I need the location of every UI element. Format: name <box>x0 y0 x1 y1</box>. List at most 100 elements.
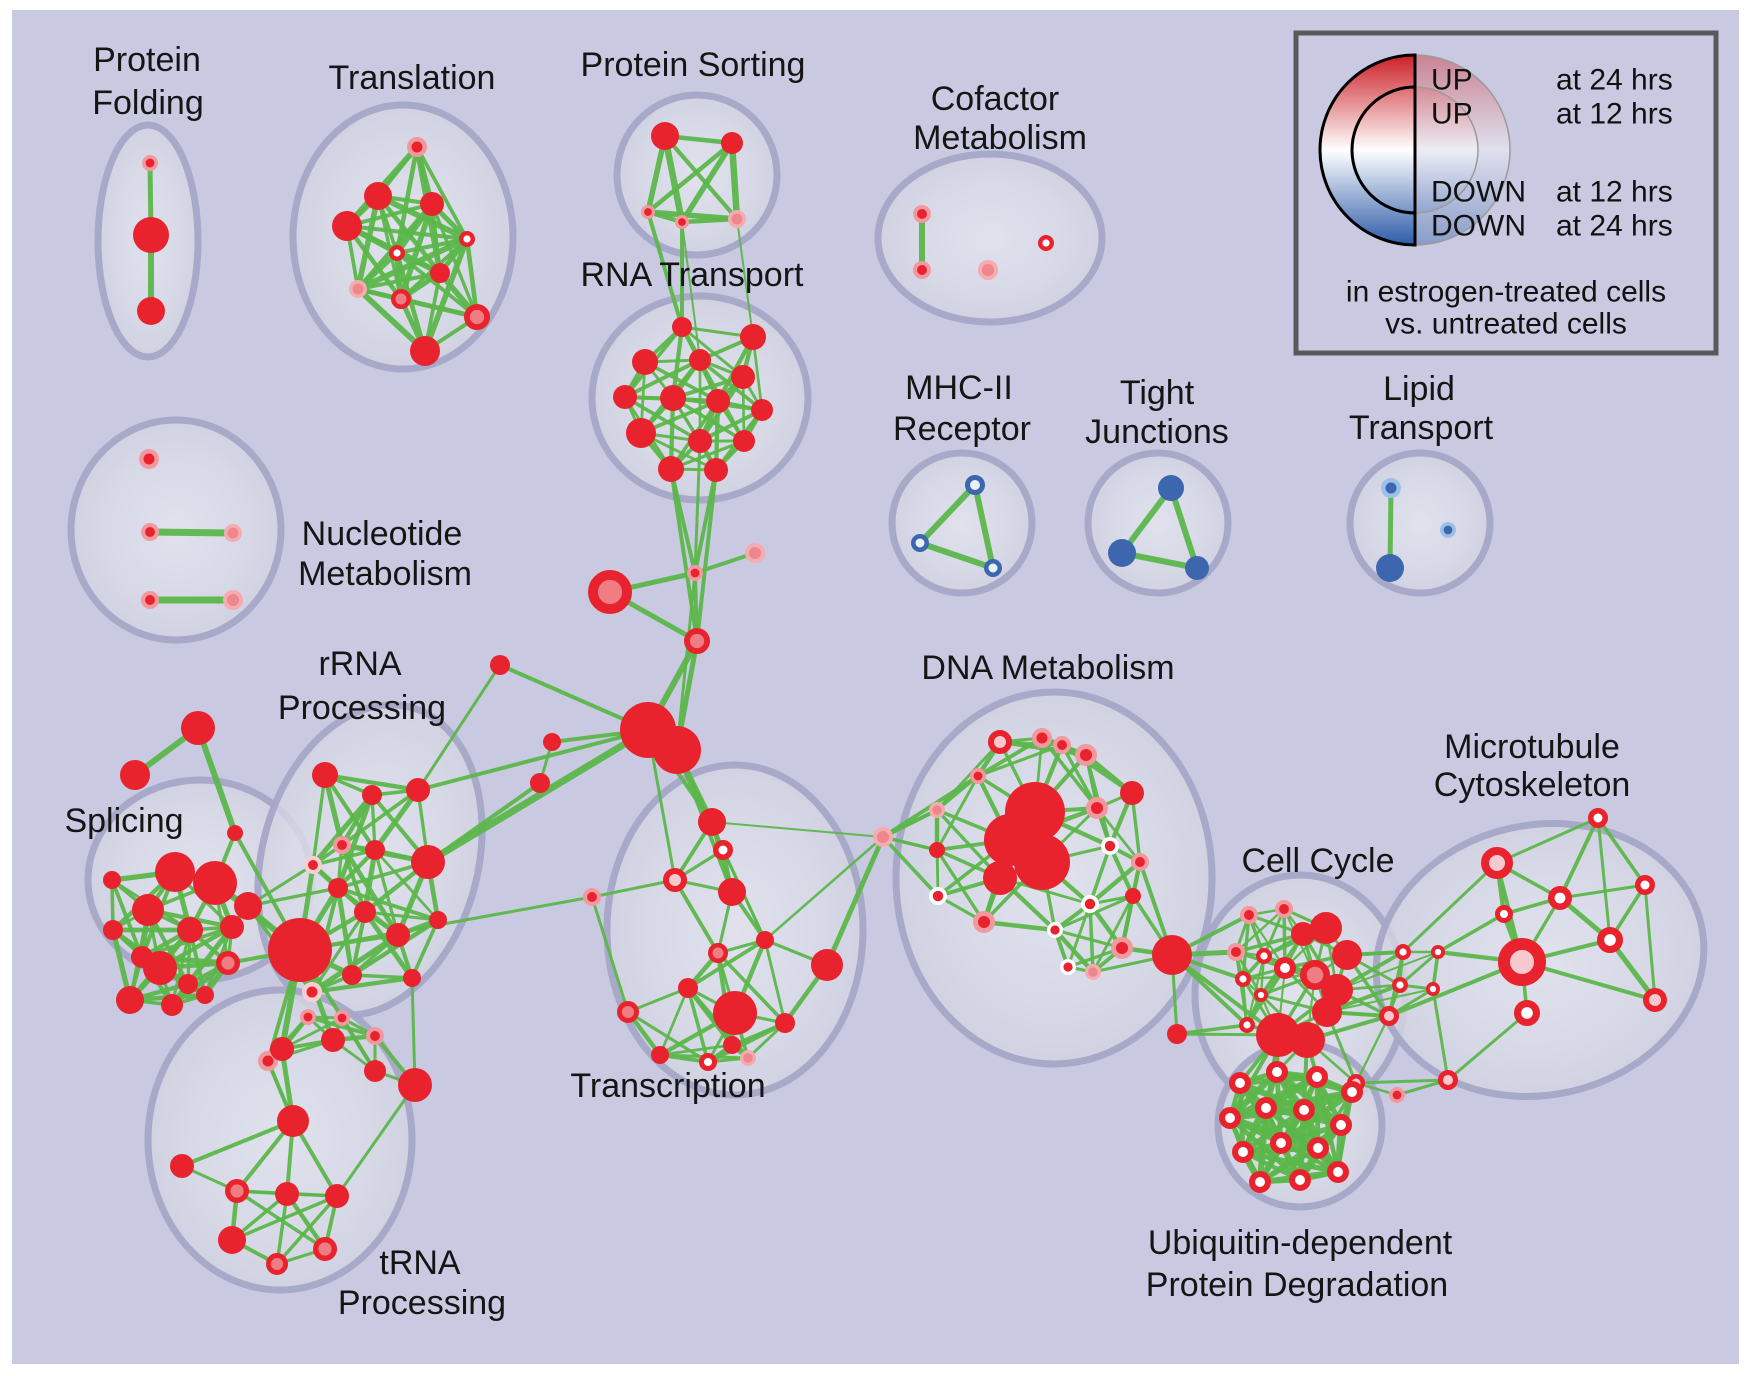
gene-node-nu2 <box>140 523 159 542</box>
gene-node-cc21 <box>1379 1006 1399 1026</box>
gene-node-cc20 <box>1391 977 1408 994</box>
network-edge <box>1431 987 1450 1082</box>
cluster-label: Microtubule <box>1444 728 1620 766</box>
gene-node-sp1 <box>155 852 195 892</box>
gene-node-tn10 <box>224 1178 249 1203</box>
gene-node-tr8 <box>348 279 367 298</box>
network-edge <box>1107 843 1136 899</box>
network-edge <box>344 223 404 302</box>
cluster-label: Nucleotide <box>302 515 463 553</box>
gene-node-sp12 <box>196 986 214 1004</box>
cluster-label: Lipid <box>1383 370 1455 408</box>
gene-node-rr6 <box>365 840 385 860</box>
gene-node-rr14 <box>342 965 362 985</box>
gene-node-rn9 <box>751 399 773 421</box>
network-edge <box>686 938 767 990</box>
gene-node-tr6 <box>389 244 406 261</box>
gene-node-rn5 <box>731 365 755 389</box>
network-edge <box>1052 927 1096 975</box>
gene-node-tn15 <box>266 1252 289 1275</box>
gene-node-cc12 <box>1321 974 1353 1006</box>
gene-node-dn5 <box>928 801 945 818</box>
gene-node-mt5 <box>1426 981 1441 996</box>
gene-node-cc14 <box>1238 1017 1255 1034</box>
gene-node-tr5 <box>459 230 476 247</box>
cluster-label: Ubiquitin-dependent <box>1148 1224 1453 1262</box>
gene-node-ub2 <box>1266 1061 1289 1084</box>
gene-node-mt4 <box>1431 944 1446 959</box>
gene-node-rn7 <box>660 385 686 411</box>
network-edge <box>590 878 677 899</box>
network-edge <box>1354 1014 1391 1085</box>
network-edge <box>110 878 144 959</box>
legend-time-label: at 24 hrs <box>1556 210 1673 243</box>
network-edge <box>1059 742 1135 796</box>
gene-node-dn25 <box>1053 736 1072 755</box>
legend-time-label: at 12 hrs <box>1556 98 1673 131</box>
network-edge <box>1240 1107 1307 1155</box>
network-edge <box>679 140 735 225</box>
gene-node-mt1 <box>1481 847 1513 879</box>
gene-node-mt12 <box>1438 1070 1458 1090</box>
network-edge <box>645 140 735 215</box>
gene-node-rn14 <box>704 458 728 482</box>
gene-node-rr7 <box>411 845 445 879</box>
gene-node-tx4 <box>718 878 746 906</box>
cluster-label: rRNA <box>318 645 401 683</box>
cluster-label: Processing <box>278 689 446 727</box>
gene-node-dn13 <box>983 861 1017 895</box>
network-edge <box>1088 844 1112 906</box>
network-edge <box>230 1194 339 1242</box>
gene-node-mt11 <box>1643 988 1667 1012</box>
network-edge <box>736 218 754 338</box>
gene-node-ub1 <box>1229 1072 1252 1095</box>
gene-node-dn3 <box>1074 743 1097 766</box>
network-edge <box>373 848 440 922</box>
gene-node-ub13 <box>1289 1169 1312 1192</box>
gene-node-ps5 <box>727 210 746 229</box>
network-edge <box>426 781 542 864</box>
gene-node-rr8 <box>328 878 348 898</box>
gene-node-dn21 <box>1060 958 1077 975</box>
network-edge <box>424 726 652 866</box>
gene-node-dn1 <box>988 730 1012 754</box>
gene-node-sp7 <box>143 951 177 985</box>
network-edge <box>1234 907 1286 954</box>
network-edge <box>673 878 720 955</box>
gene-node-ub6 <box>1255 1097 1278 1120</box>
network-edge <box>935 774 980 852</box>
legend-box <box>1293 30 1719 356</box>
network-edge <box>1053 928 1124 950</box>
network-edge <box>693 551 757 575</box>
gene-node-dn9 <box>1005 782 1065 842</box>
gene-node-dn19 <box>1047 921 1064 938</box>
gene-node-tn8 <box>277 1105 309 1137</box>
network-edge <box>416 728 650 792</box>
gene-node-cn4 <box>745 543 765 563</box>
gene-node-sp9 <box>215 951 240 976</box>
gene-node-sp8 <box>178 974 198 994</box>
network-edge <box>306 1015 377 1038</box>
gene-node-mt2 <box>1548 885 1573 910</box>
network-edge <box>693 439 702 575</box>
network-edge <box>464 236 480 320</box>
network-edge <box>698 358 764 412</box>
gene-node-lp2 <box>1376 554 1404 582</box>
gene-node-cc5 <box>1332 940 1362 970</box>
network-edge <box>335 885 355 978</box>
network-edge <box>310 910 367 994</box>
network-edge <box>669 467 699 643</box>
network-edge <box>1495 816 1600 865</box>
network-edge <box>309 975 415 995</box>
gene-node-cc19 <box>1394 944 1411 961</box>
gene-node-ub10 <box>1270 1132 1293 1155</box>
network-edge <box>372 787 421 853</box>
network-edge <box>430 202 479 319</box>
network-edge <box>246 886 340 908</box>
network-edge <box>935 740 1002 812</box>
gene-node-rn1 <box>672 317 692 337</box>
gene-node-rn4 <box>689 349 711 371</box>
network-edge <box>679 216 740 225</box>
gene-node-sp14 <box>103 871 121 889</box>
gene-node-dn16 <box>972 910 995 933</box>
